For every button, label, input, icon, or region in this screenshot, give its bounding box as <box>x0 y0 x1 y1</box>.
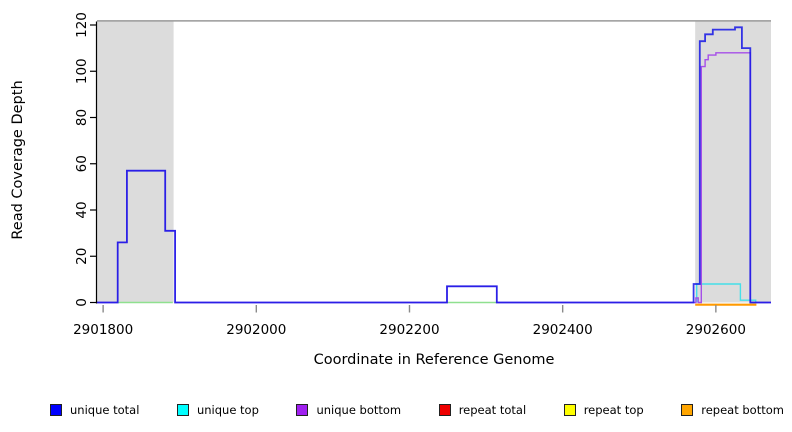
legend-label: unique bottom <box>316 403 402 417</box>
legend-label: repeat total <box>458 403 527 417</box>
legend-item-unique-total: unique total <box>50 403 139 417</box>
legend-swatch-icon <box>50 404 62 416</box>
x-tick-label: 2902200 <box>379 322 439 338</box>
legend-item-unique-top: unique top <box>176 403 259 417</box>
target-region-band <box>695 21 771 303</box>
x-tick-label: 2902400 <box>533 322 593 338</box>
y-tick-label: 20 <box>74 248 90 265</box>
legend-swatch-icon <box>296 404 309 416</box>
y-tick-label: 80 <box>74 109 90 126</box>
x-tick-label: 2902600 <box>686 322 746 338</box>
legend-label: repeat bottom <box>701 403 784 417</box>
x-tick-label: 2902000 <box>226 322 286 338</box>
legend: unique total unique top unique bottom repea… <box>50 400 784 420</box>
y-tick-label: 120 <box>74 12 90 38</box>
legend-swatch-icon <box>563 404 576 416</box>
x-axis-label: Coordinate in Reference Genome <box>313 352 555 368</box>
target-region-band <box>97 21 174 303</box>
legend-swatch-icon <box>176 404 189 416</box>
legend-swatch-icon <box>438 404 451 416</box>
coverage-plot: 0 20 40 60 80 100 120 2901800 2902000 2902200 2902… <box>73 12 771 338</box>
y-axis-label: Read Coverage Depth <box>10 80 26 240</box>
x-tick-label: 2901800 <box>73 322 133 338</box>
series-unique-top <box>696 283 757 303</box>
legend-item-repeat-bottom: repeat bottom <box>681 403 784 417</box>
legend-item-repeat-top: repeat top <box>563 403 644 417</box>
y-tick-label: 60 <box>74 155 90 172</box>
y-tick-label: 100 <box>74 58 90 84</box>
series-unique-bottom <box>97 52 771 304</box>
y-tick-label: 40 <box>74 201 90 218</box>
legend-label: unique top <box>196 403 259 417</box>
legend-swatch-icon <box>681 404 694 416</box>
legend-label: repeat top <box>583 403 644 417</box>
series-unique-total <box>97 26 771 304</box>
legend-item-repeat-total: repeat total <box>438 403 527 417</box>
legend-label: unique total <box>70 403 140 417</box>
legend-item-unique-bottom: unique bottom <box>296 403 401 417</box>
y-tick-label: 0 <box>74 298 90 307</box>
